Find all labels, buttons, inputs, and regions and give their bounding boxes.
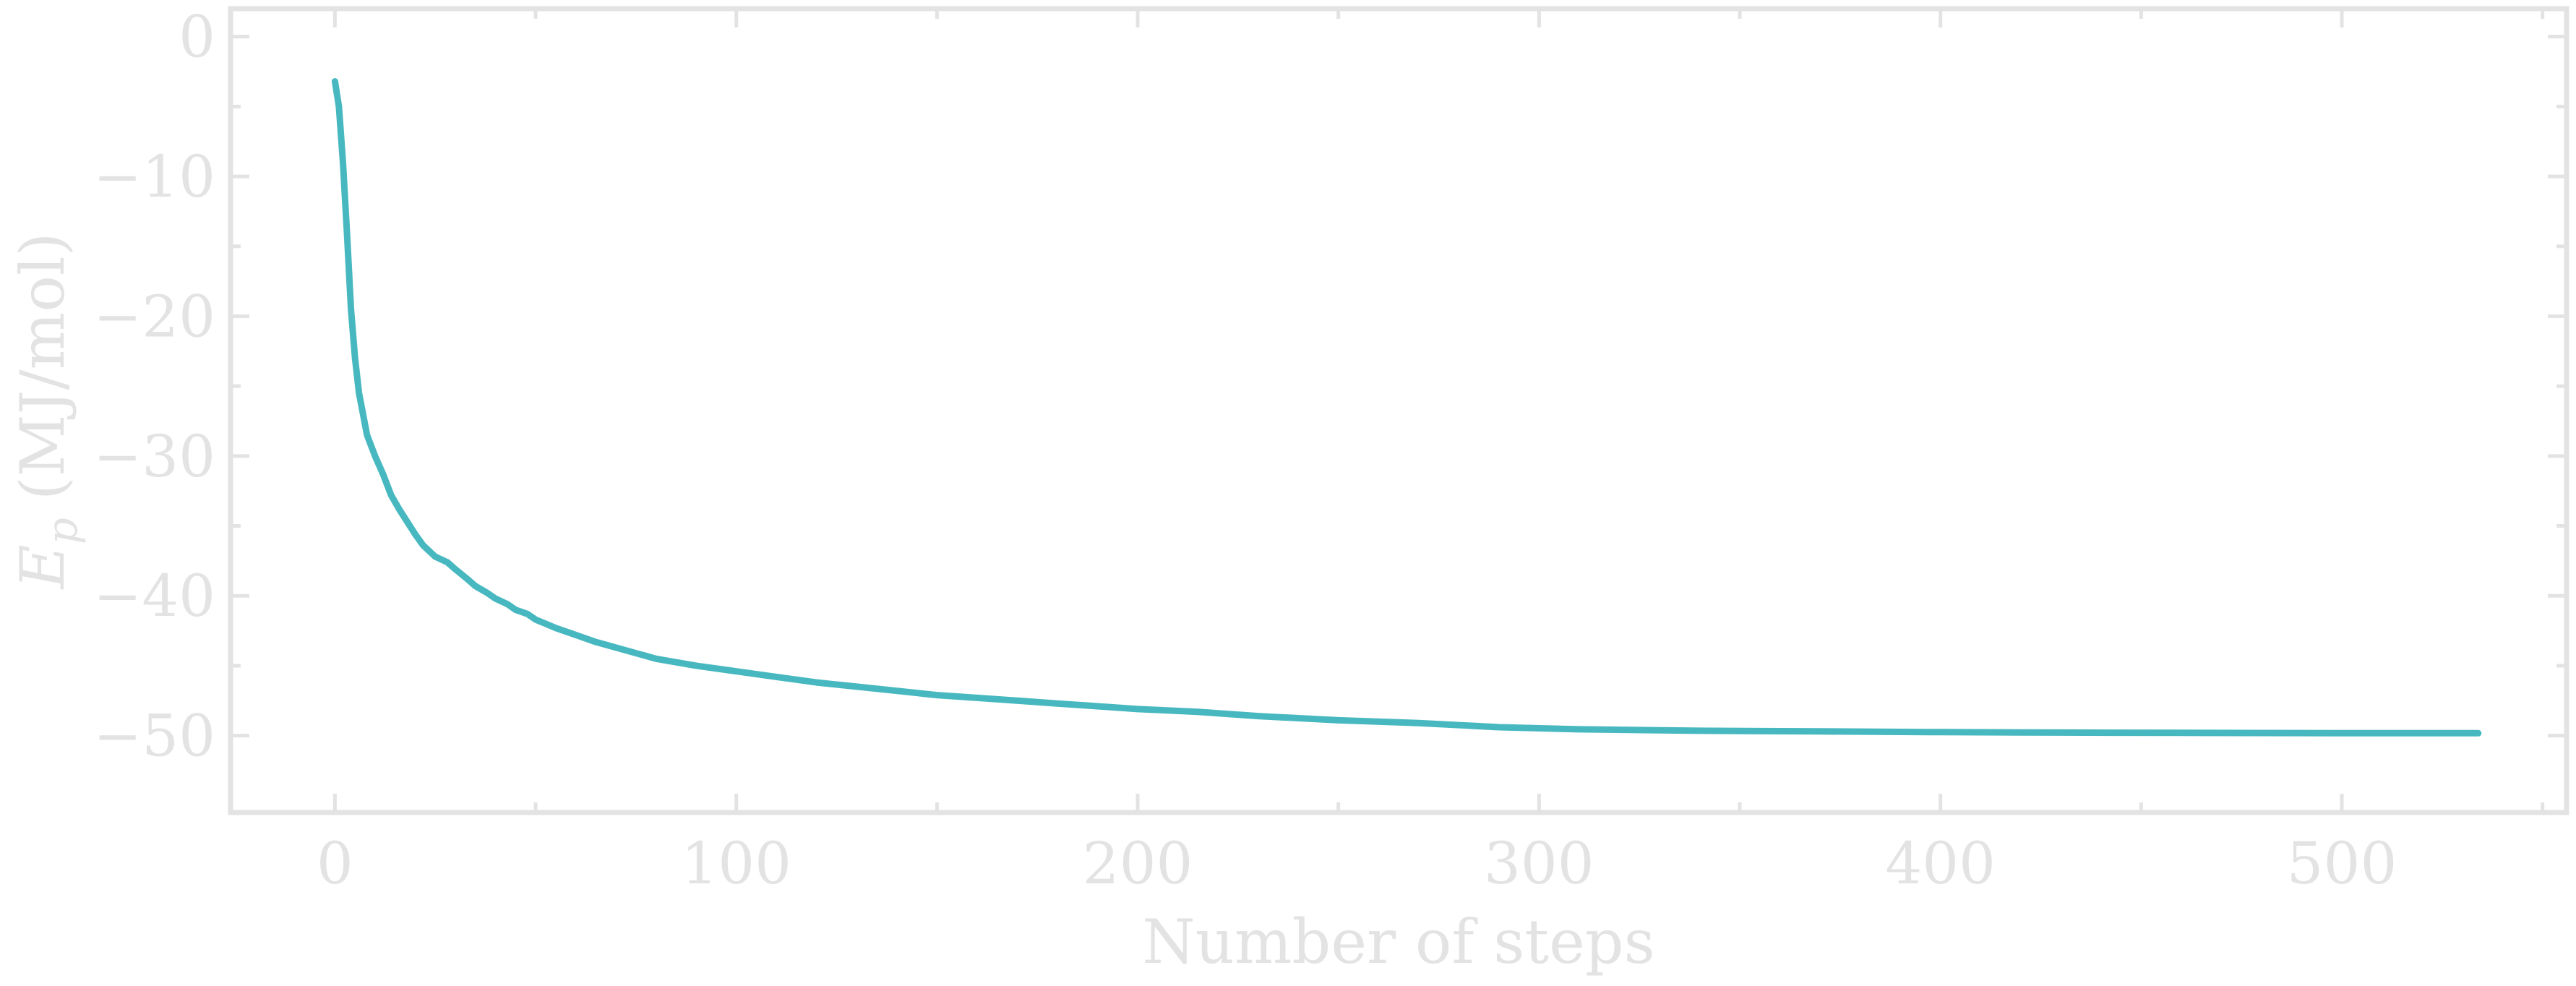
- x-tick-label: 400: [1885, 830, 1996, 897]
- y-tick-label: −20: [93, 283, 215, 350]
- x-tick-label: 300: [1484, 830, 1594, 897]
- x-tick-label: 500: [2287, 830, 2397, 897]
- x-tick-label: 100: [681, 830, 791, 897]
- y-tick-label: −40: [93, 562, 215, 630]
- plot-frame: [228, 6, 2569, 815]
- y-axis-label-main: E: [7, 544, 78, 590]
- y-axis-label-sub: p: [38, 518, 87, 544]
- x-axis-label: Number of steps: [1142, 906, 1654, 977]
- y-tick-labels: 0 −10 −20 −30 −40 −50: [93, 4, 215, 770]
- axis-ticks: [231, 9, 2567, 813]
- series-line: [331, 78, 2482, 737]
- x-tick-label: 200: [1083, 830, 1193, 897]
- y-axis-label: Ep (MJ/mol): [7, 232, 87, 590]
- y-tick-label: −50: [93, 703, 215, 770]
- y-tick-label: 0: [179, 4, 215, 71]
- x-tick-labels: 0 100 200 300 400 500: [317, 830, 2397, 897]
- y-axis-label-unit: (MJ/mol): [7, 232, 78, 500]
- y-tick-label: −30: [93, 423, 215, 490]
- y-tick-label: −10: [93, 143, 215, 210]
- x-tick-label: 0: [317, 830, 353, 897]
